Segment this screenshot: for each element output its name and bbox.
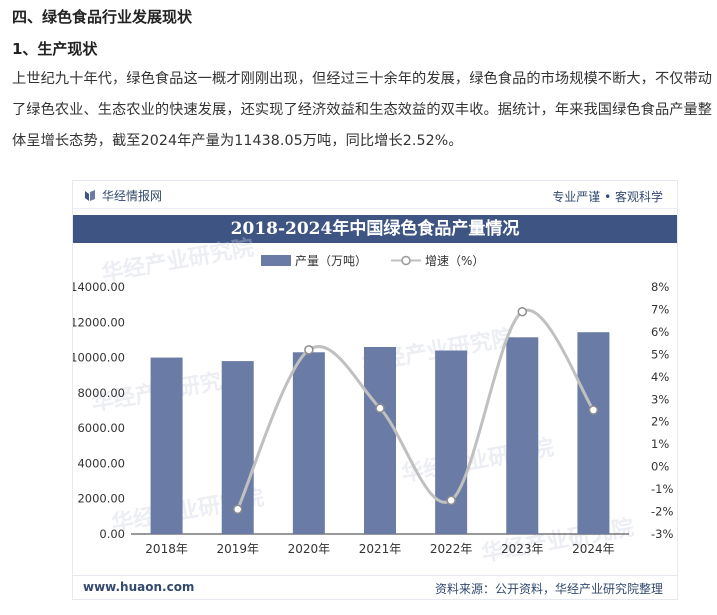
right-tick-label: -1% — [651, 482, 673, 496]
growth-point — [304, 345, 314, 355]
growth-point — [446, 495, 456, 506]
x-tick-label: 2021年 — [359, 542, 402, 556]
left-tick-label: 12000.00 — [73, 315, 125, 329]
growth-line — [236, 308, 595, 510]
bar-series — [150, 332, 610, 534]
slogan: 专业严谨 • 客观科学 — [552, 190, 663, 204]
x-tick-label: 2018年 — [145, 542, 188, 556]
body-paragraph: 上世纪九十年代，绿色食品这一概才刚刚出现，但经过三十余年的发展，绿色食品的市场规… — [12, 71, 713, 149]
card-header: 华经情报网 专业严谨 • 客观科学 — [73, 181, 677, 209]
legend: 产量（万吨） 增速（%） — [261, 254, 484, 268]
line-series — [232, 306, 599, 515]
right-tick-label: 5% — [651, 347, 669, 361]
left-tick-label: 0.00 — [99, 527, 125, 541]
right-tick-label: 7% — [651, 302, 669, 316]
x-tick-label: 2024年 — [572, 542, 615, 556]
left-tick-label: 4000.00 — [77, 456, 125, 470]
section-heading: 四、绿色食品行业发展现状 — [12, 8, 193, 26]
growth-point — [517, 306, 528, 317]
x-tick-label: 2019年 — [216, 542, 259, 556]
right-tick-label: 6% — [651, 325, 669, 339]
right-tick-label: -3% — [651, 527, 673, 541]
growth-point — [232, 504, 243, 515]
bar — [292, 352, 325, 534]
sub-heading: 1、生产现状 — [12, 40, 98, 58]
legend-bar-label: 产量（万吨） — [295, 254, 367, 268]
left-tick-label: 2000.00 — [77, 492, 125, 506]
bar — [577, 332, 610, 534]
left-tick-label: 6000.00 — [77, 421, 125, 435]
left-tick-label: 14000.00 — [73, 280, 125, 294]
x-axis-labels: 2018年 2019年 2020年 2021年 2022年 2023年 2024年 — [145, 542, 614, 556]
legend-line-label: 增速（%） — [425, 254, 484, 268]
brand-logo-icon — [85, 189, 95, 201]
legend-bar-swatch — [261, 255, 291, 266]
chart-title: 2018-2024年中国绿色食品产量情况 — [73, 215, 677, 243]
axes: 0.00 2000.00 4000.00 6000.00 8000.00 10000.00… — [73, 280, 673, 541]
right-tick-label: 8% — [651, 280, 669, 294]
right-tick-label: 3% — [651, 392, 669, 406]
left-tick-label: 10000.00 — [73, 351, 125, 365]
chart-card: 华经情报网 专业严谨 • 客观科学 2018-2024年中国绿色食品产量情况 华… — [72, 180, 678, 600]
right-tick-label: 2% — [651, 415, 669, 429]
right-tick-label: 4% — [651, 370, 669, 384]
bar — [506, 337, 539, 534]
right-tick-label: -2% — [651, 505, 673, 519]
bar — [364, 346, 396, 534]
x-tick-label: 2020年 — [288, 542, 331, 556]
left-tick-label: 8000.00 — [77, 386, 125, 400]
growth-point — [588, 405, 599, 415]
chart: 华经产业研究院 华经产业研究院 华经产业研究院 华经产业研究院 华经产业研究院 … — [73, 235, 673, 567]
growth-point — [375, 403, 385, 414]
brand: 华经情报网 — [83, 187, 162, 204]
x-tick-label: 2022年 — [430, 542, 473, 556]
brand-name: 华经情报网 — [102, 189, 163, 203]
watermark: 华经产业研究院 — [480, 515, 636, 567]
legend-line-marker — [401, 255, 411, 266]
right-tick-label: 0% — [651, 460, 669, 474]
x-tick-label: 2023年 — [501, 542, 544, 556]
right-tick-label: 1% — [651, 437, 669, 451]
card-footer: www.huaon.com 资料来源：公开资料，华经产业研究院整理 — [73, 575, 677, 599]
data-source: 资料来源：公开资料，华经产业研究院整理 — [434, 582, 663, 596]
bar — [150, 357, 183, 534]
bar — [435, 350, 468, 534]
site-url[interactable]: www.huaon.com — [83, 580, 195, 594]
